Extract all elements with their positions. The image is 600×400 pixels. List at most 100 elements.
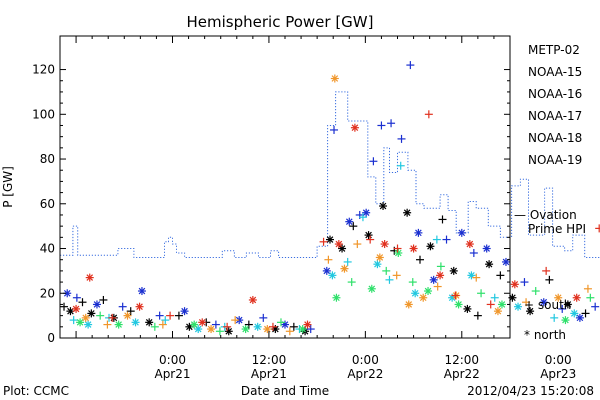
marker-stroke <box>93 301 101 308</box>
data-point-metp-02-south <box>174 311 183 320</box>
marker-stroke <box>483 245 491 252</box>
marker-stroke <box>458 229 466 237</box>
marker-stroke <box>562 316 569 324</box>
data-point-noaa-15-south <box>442 235 451 244</box>
marker-stroke <box>338 245 346 252</box>
data-point-noaa-17-south <box>382 266 391 275</box>
data-point-noaa-16-south <box>550 313 559 322</box>
data-point-noaa-18-north <box>375 253 384 262</box>
data-point-noaa-19-south <box>268 322 277 331</box>
marker-stroke <box>63 289 71 297</box>
plot-timestamp: 2012/04/23 15:20:08 <box>467 384 594 398</box>
data-point-noaa-15-south <box>377 121 386 130</box>
marker-stroke <box>351 124 359 132</box>
data-point-noaa-19-north <box>85 273 94 282</box>
data-point-noaa-17-north <box>394 248 403 257</box>
y-tick-label: 60 <box>40 197 55 211</box>
marker-stroke <box>576 314 584 322</box>
data-point-noaa-15-south <box>330 125 339 134</box>
marker-stroke <box>464 305 471 313</box>
data-point-noaa-16-south <box>490 293 499 302</box>
data-point-noaa-17-north <box>561 316 570 325</box>
data-point-noaa-17-south <box>477 289 486 298</box>
marker-stroke <box>335 240 343 248</box>
data-point-metp-02-north <box>326 235 334 244</box>
data-point-metp-02-north <box>403 208 412 217</box>
data-point-noaa-15-south <box>211 320 220 329</box>
data-point-noaa-16-south <box>343 257 352 266</box>
data-point-noaa-15-south <box>369 157 378 166</box>
marker-stroke <box>341 265 348 272</box>
data-point-metp-02-south <box>99 295 108 304</box>
marker-stroke <box>333 294 340 302</box>
data-point-metp-02-south <box>438 215 447 224</box>
legend-entry-metp-02: METP-02 <box>528 43 580 57</box>
x-tick-date-label: Apr21 <box>251 367 287 381</box>
data-point-noaa-19-north <box>380 240 389 249</box>
data-point-noaa-17-south <box>215 327 224 336</box>
data-point-noaa-19-north <box>572 293 581 302</box>
x-tick-date-label: Apr22 <box>444 367 480 381</box>
plot-axes: 0204060801001200:00Apr2112:00Apr210:00Ap… <box>32 35 576 381</box>
y-tick-label: 40 <box>40 242 55 256</box>
marker-stroke <box>511 281 519 288</box>
marker-stroke <box>225 327 233 335</box>
marker-stroke <box>138 287 146 295</box>
data-point-noaa-19-north <box>350 123 359 132</box>
marker-stroke <box>379 202 387 210</box>
legend-entry-noaa-19: NOAA-19 <box>528 153 582 167</box>
data-point-noaa-16-south <box>69 316 78 325</box>
marker-stroke <box>564 301 572 308</box>
marker-stroke <box>235 316 243 324</box>
marker-stroke <box>494 307 502 315</box>
marker-stroke <box>424 287 432 295</box>
marker-stroke <box>145 319 153 326</box>
marker-stroke <box>76 319 84 326</box>
data-point-noaa-18-south <box>522 298 531 307</box>
marker-stroke <box>88 310 95 317</box>
data-point-noaa-15-south <box>259 313 268 322</box>
data-point-noaa-15-south <box>387 119 396 128</box>
marker-stroke <box>526 307 534 315</box>
legend-entry-noaa-17: NOAA-17 <box>528 109 582 123</box>
data-point-noaa-15-south <box>72 293 81 302</box>
data-point-metp-02-north <box>485 260 494 269</box>
marker-stroke <box>374 260 381 268</box>
data-point-noaa-19-north <box>409 244 418 253</box>
data-point-noaa-16-south <box>358 213 367 222</box>
marker-stroke <box>405 301 413 308</box>
data-point-noaa-19-north <box>334 240 343 249</box>
data-point-noaa-16-north <box>253 322 262 331</box>
data-point-noaa-19-north <box>510 280 519 289</box>
x-axis-label: Date and Time <box>241 384 329 398</box>
marker-stroke <box>281 321 289 328</box>
data-point-noaa-15-south <box>118 302 127 311</box>
data-point-noaa-15-south <box>469 248 478 257</box>
marker-stroke <box>411 289 419 297</box>
data-point-noaa-17-south <box>150 322 159 331</box>
data-point-metp-02-north <box>426 242 435 251</box>
marker-stroke <box>86 274 94 281</box>
data-point-noaa-19-south <box>393 244 402 253</box>
data-point-noaa-18-south <box>285 327 294 336</box>
marker-stroke <box>115 321 122 328</box>
x-tick-time-label: 12:00 <box>444 353 479 367</box>
y-tick-label: 20 <box>40 286 55 300</box>
ovation-prime-hpi-line <box>60 91 600 258</box>
data-point-noaa-18-north <box>123 311 132 320</box>
data-point-noaa-19-south <box>108 313 117 322</box>
marker-stroke <box>329 272 336 279</box>
marker-stroke <box>198 319 206 326</box>
marker-stroke <box>304 321 311 328</box>
data-point-noaa-17-north <box>190 320 199 329</box>
y-tick-label: 120 <box>32 63 55 77</box>
marker-stroke <box>207 325 215 333</box>
data-point-metp-02-south <box>289 322 298 331</box>
legend: METP-02 NOAA-15 NOAA-16 NOAA-17 NOAA-18 NOAA-… <box>514 43 586 342</box>
data-point-noaa-15-north <box>322 266 331 275</box>
data-point-metp-02-south <box>545 275 554 284</box>
y-tick-label: 100 <box>32 107 55 121</box>
legend-ovation-label-2: Prime HPI <box>528 222 586 236</box>
data-point-noaa-19-south <box>366 235 375 244</box>
data-point-noaa-15-north <box>414 228 423 237</box>
